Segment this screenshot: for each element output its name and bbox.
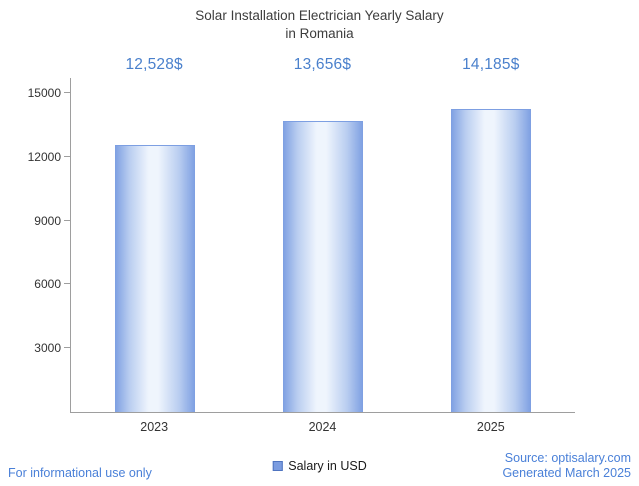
chart-title-line2: in Romania: [285, 25, 354, 41]
y-tick-label: 12000: [27, 149, 61, 164]
y-tick-mark: [64, 282, 70, 284]
bar-2023: [115, 144, 195, 412]
bar-slot: [407, 78, 575, 412]
x-axis-label: 2025: [476, 419, 505, 434]
bar-value-labels: 12,528$ 13,656$ 14,185$: [70, 56, 575, 74]
y-tick-label: 9000: [34, 213, 61, 228]
bar-value-label: 12,528$: [125, 55, 183, 73]
plot-area: 3000 6000 9000 12000 15000: [28, 77, 575, 413]
y-tick-mark: [64, 91, 70, 93]
bar-2025: [451, 108, 531, 412]
source-block: Source: optisalary.com Generated March 2…: [502, 451, 631, 481]
legend-marker-icon: [272, 461, 283, 471]
disclaimer-text: For informational use only: [8, 466, 152, 480]
y-tick-label: 3000: [34, 340, 61, 355]
legend-label: Salary in USD: [288, 459, 367, 473]
y-tick-label: 15000: [27, 85, 61, 100]
chart-title-line1: Solar Installation Electrician Yearly Sa…: [195, 8, 444, 23]
y-tick-mark: [64, 346, 70, 348]
bar-value-label: 13,656$: [293, 55, 352, 73]
bar-value-label: 14,185$: [462, 55, 520, 73]
bar-slot: [239, 78, 407, 412]
x-axis-label: 2023: [140, 419, 169, 434]
generated-date: Generated March 2025: [502, 466, 631, 480]
y-tick-label: 6000: [34, 276, 61, 291]
y-tick-mark: [64, 155, 70, 157]
x-axis-label: 2024: [308, 419, 337, 434]
x-axis-labels: 2023 2024 2025: [70, 420, 575, 434]
legend: Salary in USD: [272, 459, 367, 473]
chart-title: Solar Installation Electrician Yearly Sa…: [0, 7, 639, 43]
y-tick-mark: [64, 219, 70, 221]
source-link[interactable]: Source: optisalary.com: [504, 451, 631, 465]
bar-slot: [71, 78, 239, 412]
bar-2024: [283, 120, 363, 412]
